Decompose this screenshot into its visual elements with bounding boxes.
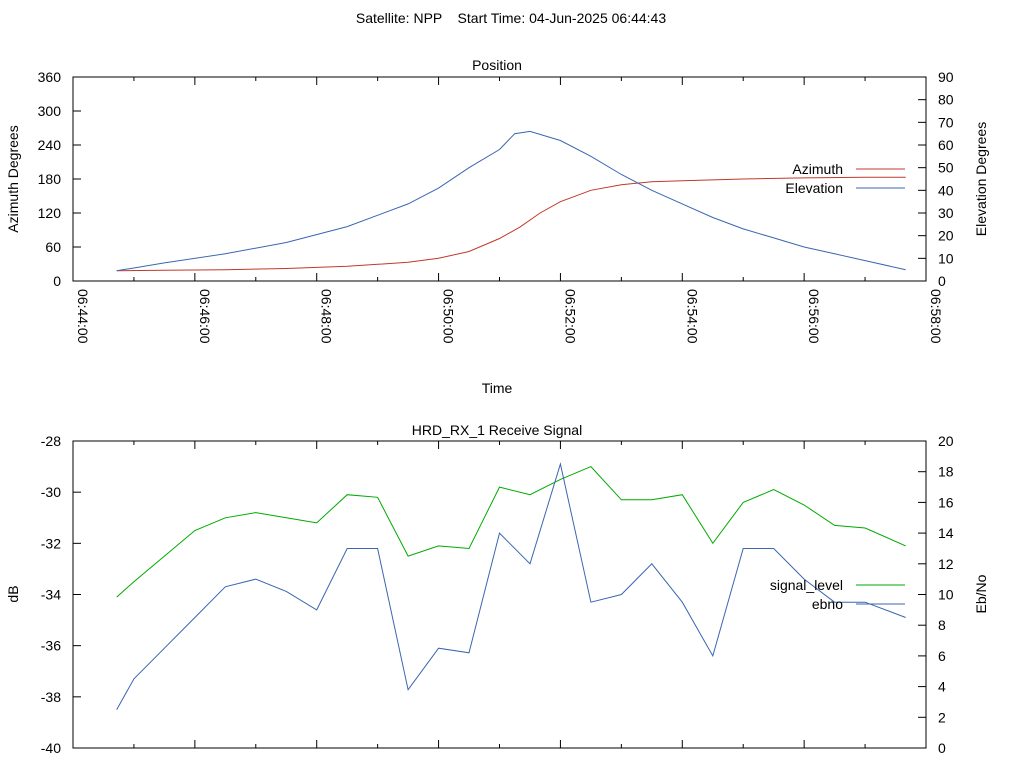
- y2-tick-label: 10: [938, 250, 954, 266]
- y-tick-label: -28: [41, 433, 61, 449]
- y2-tick-label: 80: [938, 92, 954, 108]
- x-tick-label: 06:50:00: [441, 289, 457, 344]
- x-tick-label: 06:44:00: [75, 289, 91, 344]
- position-legend: Azimuth Elevation: [785, 161, 905, 196]
- y-tick-label: 120: [38, 205, 62, 221]
- y2-tick-label: 6: [938, 648, 946, 664]
- position-chart: Position Time Azimuth Degrees Elevation …: [5, 57, 989, 396]
- y-tick-label: -40: [41, 740, 61, 756]
- receive-signal-chart: HRD_RX_1 Receive Signal dB Eb/No -40-38-…: [5, 422, 989, 756]
- y2-tick-label: 8: [938, 617, 946, 633]
- y2-tick-label: 10: [938, 587, 954, 603]
- y-tick-label: 240: [38, 137, 62, 153]
- y2-tick-label: 2: [938, 709, 946, 725]
- y2-tick-label: 16: [938, 494, 954, 510]
- page-title: Satellite: NPP Start Time: 04-Jun-2025 0…: [356, 10, 666, 26]
- y-tick-label: 360: [38, 69, 62, 85]
- position-plot-frame: [72, 76, 927, 282]
- y-tick-label: -34: [41, 587, 61, 603]
- y-tick-label: 180: [38, 171, 62, 187]
- y2-tick-label: 4: [938, 679, 946, 695]
- y2-tick-label: 30: [938, 205, 954, 221]
- legend-label: ebno: [812, 596, 843, 612]
- y2-tick-label: 50: [938, 160, 954, 176]
- y2-tick-label: 18: [938, 464, 954, 480]
- series-signal_level-line: [116, 466, 906, 598]
- series-ebno-line: [116, 462, 906, 710]
- y2-tick-label: 90: [938, 69, 954, 85]
- position-title: Position: [472, 57, 522, 73]
- series-Elevation-line: [116, 130, 906, 272]
- y2-tick-label: 0: [938, 740, 946, 756]
- x-tick-label: 06:46:00: [197, 289, 213, 344]
- y2-tick-label: 20: [938, 228, 954, 244]
- y2-tick-label: 60: [938, 137, 954, 153]
- legend-label: Elevation: [785, 180, 843, 196]
- legend-label: Azimuth: [792, 161, 843, 177]
- ebno-axis-label: Eb/No: [973, 574, 989, 613]
- y-tick-label: -36: [41, 638, 61, 654]
- y-tick-label: -32: [41, 535, 61, 551]
- position-ticks: 06:44:00 06:46:00 06:48:00 06:50:00 06:52:00…: [38, 69, 954, 344]
- x-tick-label: 06:48:00: [319, 289, 335, 344]
- y2-tick-label: 12: [938, 556, 954, 572]
- y-tick-label: -38: [41, 689, 61, 705]
- x-tick-label: 06:52:00: [562, 289, 578, 344]
- y-tick-label: 0: [53, 273, 61, 289]
- x-tick-label: 06:54:00: [684, 289, 700, 344]
- signal-series: [116, 462, 906, 710]
- y2-tick-label: 14: [938, 525, 954, 541]
- x-tick-label: 06:56:00: [806, 289, 822, 344]
- series-Azimuth-line: [116, 176, 906, 272]
- position-x-axis-label: Time: [482, 380, 513, 396]
- y-tick-label: 300: [38, 103, 62, 119]
- azimuth-axis-label: Azimuth Degrees: [5, 125, 21, 232]
- elevation-axis-label: Elevation Degrees: [973, 122, 989, 236]
- y2-tick-label: 0: [938, 273, 946, 289]
- db-axis-label: dB: [5, 585, 21, 602]
- y2-tick-label: 40: [938, 182, 954, 198]
- signal-ticks: -40 -38 -36 -34 -32 -30 -28 0 2 4 6 8 10 12 14 16 18 20: [41, 433, 954, 756]
- legend-label: signal_level: [770, 577, 843, 593]
- y-tick-label: -30: [41, 484, 61, 500]
- signal-title: HRD_RX_1 Receive Signal: [412, 422, 582, 438]
- y2-tick-label: 20: [938, 433, 954, 449]
- y-tick-label: 60: [45, 239, 61, 255]
- y2-tick-label: 70: [938, 114, 954, 130]
- x-tick-label: 06:58:00: [928, 289, 944, 344]
- position-series: [116, 130, 906, 272]
